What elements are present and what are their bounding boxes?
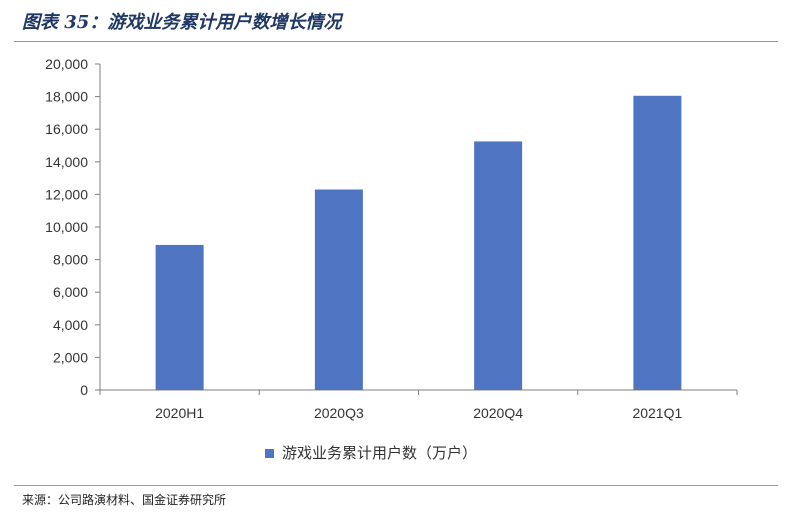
x-axis: 2020H1 2020Q3 2020Q4 2021Q1 (99, 389, 738, 421)
x-tick-label: 2021Q1 (632, 405, 682, 421)
y-tick-label: 18,000 (45, 89, 88, 105)
bar (633, 95, 682, 390)
y-tick-label: 10,000 (45, 219, 88, 235)
figure-title: 图表 35：游戏业务累计用户数增长情况 (22, 12, 342, 33)
bar (314, 189, 363, 390)
bar-chart: 0 2,000 4,000 6,000 8,000 10,000 12,000 14,000 1… (45, 56, 738, 462)
x-tick-label: 2020H1 (155, 405, 204, 421)
y-tick-label: 6,000 (53, 284, 88, 300)
y-tick-label: 2,000 (53, 349, 88, 365)
bottom-rule (14, 485, 778, 486)
bar (474, 141, 523, 390)
y-tick-label: 4,000 (53, 317, 88, 333)
bars (155, 95, 682, 390)
legend: 游戏业务累计用户数（万户） (265, 444, 477, 462)
y-tick-label: 14,000 (45, 154, 88, 170)
y-axis: 0 2,000 4,000 6,000 8,000 10,000 12,000 14,000 1… (45, 56, 101, 398)
source-note: 来源：公司路演材料、国金证券研究所 (22, 493, 227, 507)
y-tick-label: 12,000 (45, 186, 88, 202)
top-rule (14, 41, 778, 42)
legend-label: 游戏业务累计用户数（万户） (282, 444, 477, 462)
y-tick-label: 8,000 (53, 252, 88, 268)
legend-swatch (265, 449, 274, 458)
y-tick-label: 20,000 (45, 56, 88, 72)
y-tick-label: 0 (80, 382, 88, 398)
y-tick-label: 16,000 (45, 121, 88, 137)
x-tick-label: 2020Q3 (314, 405, 364, 421)
x-tick-label: 2020Q4 (473, 405, 523, 421)
bar (155, 244, 204, 390)
